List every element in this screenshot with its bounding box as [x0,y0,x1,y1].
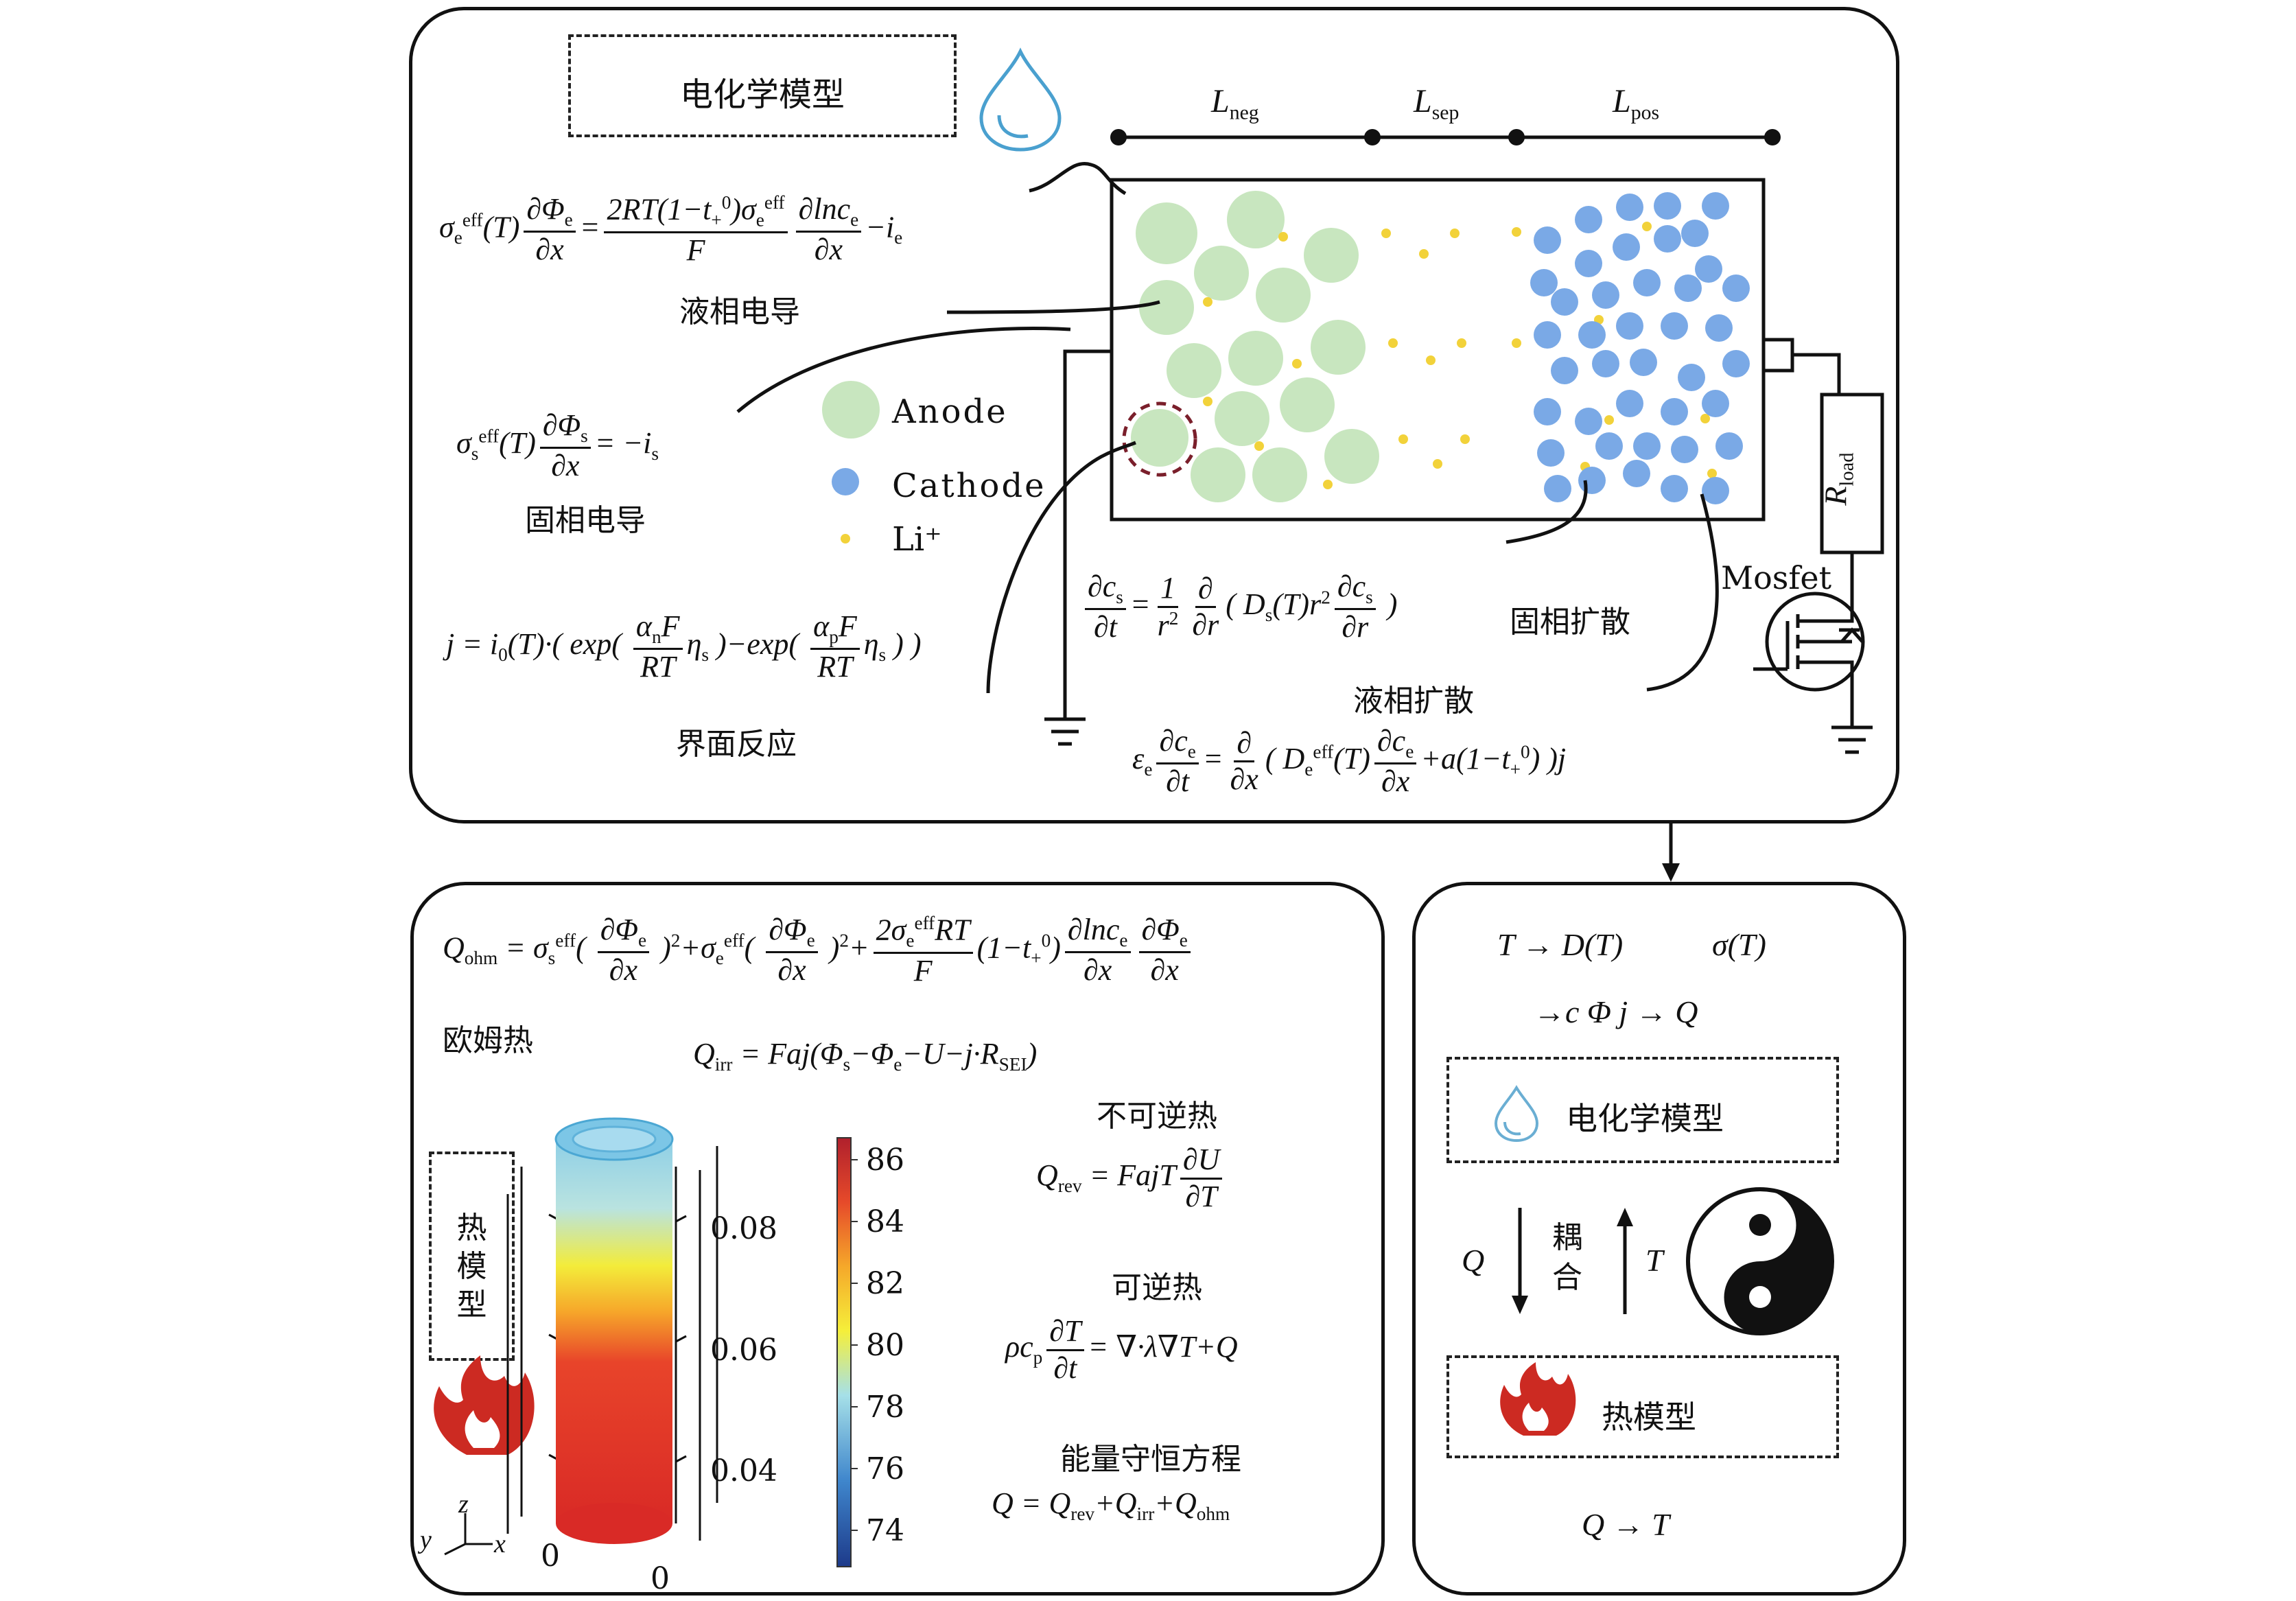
legend-li: Li⁺ [892,520,942,559]
label-ohmic-heat: 欧姆热 [443,1023,533,1058]
coupling-line1-b: σ(T) [1712,927,1766,962]
coupling-bottom: Q → T [1582,1507,1670,1542]
origin-tick-right: 0 [651,1561,670,1596]
colorbar-tick-84: 84 [866,1204,904,1239]
label-solid-conduction: 固相电导 [525,503,646,538]
eq-total-heat: Q = Qrev+Qirr+Qohm [992,1486,1230,1524]
thermal-model-label-vertical: 热模型 [456,1211,487,1322]
legend-anode: Anode [892,393,1008,431]
label-energy-conservation: 能量守恒方程 [1060,1442,1241,1477]
mosfet-label: Mosfet [1721,559,1832,596]
label-liquid-diffusion: 液相扩散 [1353,683,1474,718]
colorbar-tick-82: 82 [866,1266,904,1301]
colorbar-tick-76: 76 [866,1451,904,1486]
colorbar-tick-74: 74 [866,1513,904,1548]
rload-label: Rload [1818,452,1858,506]
eq-reversible-heat: Qrev = FajT ∂U ∂T [1036,1143,1226,1214]
z-tick-008: 0.08 [710,1211,777,1246]
length-pos: Lpos [1613,83,1660,124]
legend-cathode: Cathode [892,467,1046,505]
thermal-model-box: 热模型 [429,1152,515,1361]
eq-solid-conduction: σseff(T) ∂Φs ∂x = −is [456,408,659,483]
eq-solid-diffusion: ∂cs ∂t = 1 r2 ∂ ∂r( Ds(T)r2 ∂cs ∂r ) [1081,570,1397,645]
eq-interface-reaction: j = i0(T)·( exp( αnF RT ηs )−exp( αpF RT ηs … [446,609,922,684]
label-solid-diffusion: 固相扩散 [1510,605,1630,640]
eq-irreversible-heat: Qirr = Faj(Φs−Φe−U−j·RSEI) [693,1037,1038,1075]
coupling-t: T [1645,1243,1663,1278]
coupling-panel [1412,882,1906,1596]
colorbar-tick-80: 80 [866,1328,904,1363]
z-tick-004: 0.04 [710,1453,777,1488]
em-model-label: 电化学模型 [1566,1100,1724,1137]
colorbar-tick-86: 86 [866,1143,904,1178]
thermal-model-label-right: 热模型 [1602,1399,1696,1436]
electrochemical-model-label: 电化学模型 [679,75,845,114]
axis-label-y: y [420,1526,432,1554]
label-liquid-conduction: 液相电导 [679,294,800,329]
thermal-model-box-right: 热模型 [1446,1355,1839,1458]
length-neg: Lneg [1211,83,1259,124]
axis-label-x: x [494,1530,506,1558]
origin-tick-left: 0 [541,1539,560,1574]
length-sep: Lsep [1414,83,1460,124]
axis-label-z: z [458,1490,469,1519]
label-interface-reaction: 界面反应 [676,727,797,762]
label-irreversible-heat: 不可逆热 [1097,1099,1217,1134]
colorbar-tick-78: 78 [866,1390,904,1425]
coupling-q: Q [1462,1243,1485,1278]
eq-energy: ρcp ∂T ∂t = ∇·λ∇T+Q [1005,1314,1238,1385]
coupling-label: 耦合 [1552,1220,1582,1295]
z-tick-006: 0.06 [710,1333,777,1368]
electrochemical-model-box: 电化学模型 [568,34,957,137]
coupling-line1-a: T → D(T) [1497,927,1624,962]
eq-ohmic-heat: Qohm = σseff( ∂Φe ∂x )2+σeeff( ∂Φe ∂x )2+ 2… [443,913,1195,988]
eq-liquid-diffusion: εe ∂ce ∂t = ∂ ∂x( Deeff(T) ∂ce ∂x +a(1−t+0) )j [1132,724,1567,799]
em-model-box: 电化学模型 [1446,1057,1839,1163]
coupling-line2: →c Φ j → Q [1534,994,1698,1029]
eq-liquid-conduction: σeeff(T) ∂Φe ∂x = 2RT(1−t+0)σeeff F ∂lnce ∂x −ie [439,192,903,267]
label-reversible-heat: 可逆热 [1112,1270,1202,1305]
